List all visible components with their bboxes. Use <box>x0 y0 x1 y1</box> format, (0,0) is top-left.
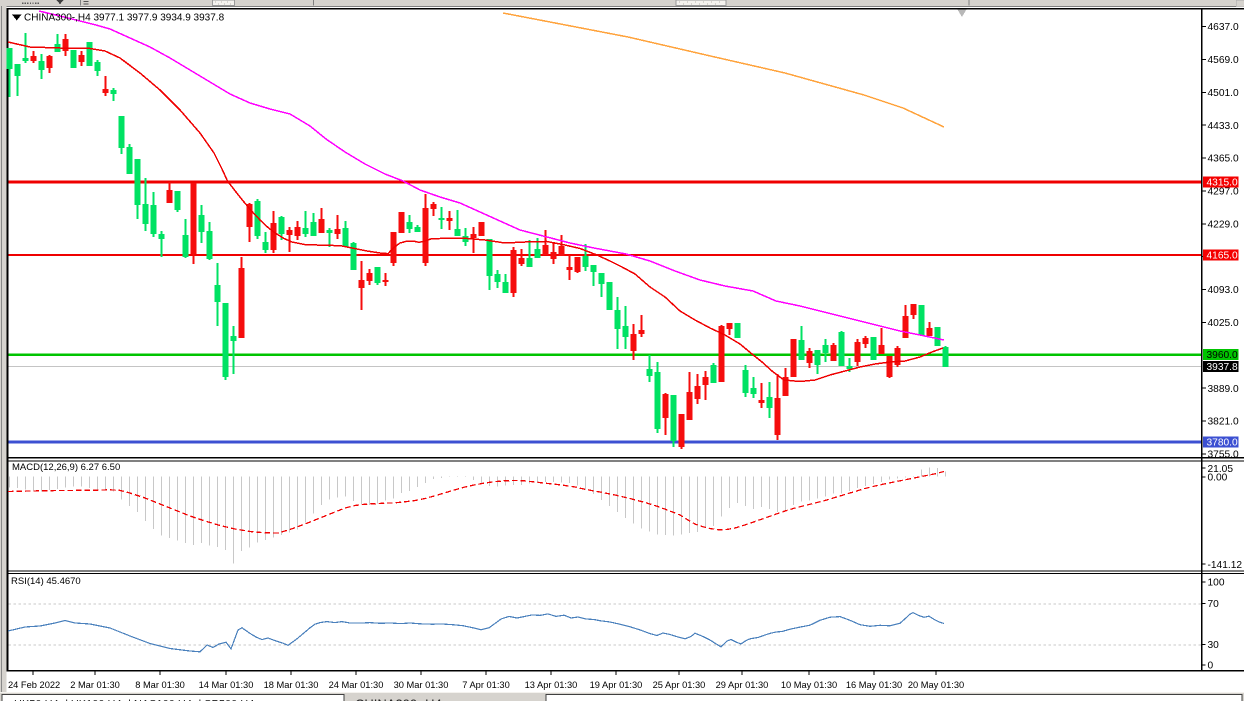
svg-text:8 Mar 01:30: 8 Mar 01:30 <box>135 680 185 690</box>
svg-text:4501.0: 4501.0 <box>1208 88 1239 99</box>
svg-text:4569.0: 4569.0 <box>1208 55 1239 66</box>
svg-text:RSI(14) 45.4670: RSI(14) 45.4670 <box>11 576 81 587</box>
svg-text:CHINA300-,H4 3977.1 3977.9 39: CHINA300-,H4 3977.1 3977.9 3934.9 3937.8 <box>24 13 225 24</box>
svg-text:30: 30 <box>1208 640 1220 651</box>
svg-text:3821.0: 3821.0 <box>1208 417 1239 428</box>
svg-text:3937.8: 3937.8 <box>1207 362 1238 373</box>
svg-text:2 Mar 01:30: 2 Mar 01:30 <box>70 680 120 690</box>
svg-text:24 Mar 01:30: 24 Mar 01:30 <box>329 680 384 690</box>
svg-text:19 Apr 01:30: 19 Apr 01:30 <box>590 680 643 690</box>
svg-text:4433.0: 4433.0 <box>1208 121 1239 132</box>
svg-text:21.05: 21.05 <box>1208 464 1234 475</box>
svg-text:7 Apr 01:30: 7 Apr 01:30 <box>462 680 510 690</box>
svg-text:24 Feb 2022: 24 Feb 2022 <box>8 680 60 690</box>
svg-text:CHINA300-,H4: CHINA300-,H4 <box>355 697 442 701</box>
svg-text:14 Mar 01:30: 14 Mar 01:30 <box>199 680 254 690</box>
svg-text:4093.0: 4093.0 <box>1208 285 1239 296</box>
svg-text:-141.12: -141.12 <box>1208 560 1243 571</box>
svg-text:3960.0: 3960.0 <box>1207 350 1238 361</box>
svg-text:4315.0: 4315.0 <box>1207 178 1238 189</box>
svg-text:20 May 01:30: 20 May 01:30 <box>908 680 964 690</box>
svg-text:4637.0: 4637.0 <box>1208 22 1239 33</box>
svg-text:4297.0: 4297.0 <box>1208 187 1239 198</box>
svg-text:3889.0: 3889.0 <box>1208 384 1239 395</box>
svg-text:0: 0 <box>1208 661 1214 672</box>
svg-text:3780.0: 3780.0 <box>1207 438 1238 449</box>
svg-text:MACD(12,26,9) 6.27 6.50: MACD(12,26,9) 6.27 6.50 <box>12 462 120 473</box>
svg-text:4165.0: 4165.0 <box>1207 251 1238 262</box>
svg-text:10 May 01:30: 10 May 01:30 <box>781 680 837 690</box>
svg-text:HK50,H4 d UK100,H4 d N: HK50,H4 d UK100,H4 d NAS100,H4 d SP500,H… <box>14 699 254 701</box>
svg-text:100: 100 <box>1208 578 1225 589</box>
svg-text:3755.0: 3755.0 <box>1208 450 1239 461</box>
svg-text:4025.0: 4025.0 <box>1208 318 1239 329</box>
svg-text:4229.0: 4229.0 <box>1208 219 1239 230</box>
svg-text:4365.0: 4365.0 <box>1208 154 1239 165</box>
svg-text:0.00: 0.00 <box>1208 472 1228 483</box>
svg-text:13 Apr 01:30: 13 Apr 01:30 <box>525 680 578 690</box>
svg-text:16 May 01:30: 16 May 01:30 <box>846 680 902 690</box>
svg-text:30 Mar 01:30: 30 Mar 01:30 <box>394 680 449 690</box>
svg-text:29 Apr 01:30: 29 Apr 01:30 <box>716 680 769 690</box>
svg-text:70: 70 <box>1208 599 1220 610</box>
svg-text:25 Apr 01:30: 25 Apr 01:30 <box>653 680 706 690</box>
svg-text:18 Mar 01:30: 18 Mar 01:30 <box>264 680 319 690</box>
